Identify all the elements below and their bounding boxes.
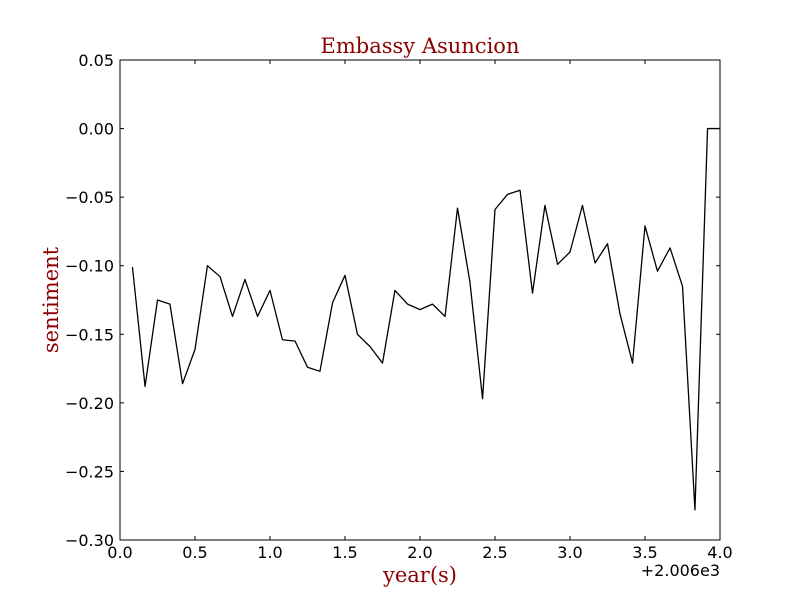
y-tick-label: 0.00 (78, 120, 114, 139)
y-tick-label: −0.10 (65, 257, 114, 276)
x-tick-label: 2.0 (407, 543, 432, 562)
x-axis-offset-label: +2.006e3 (641, 561, 720, 580)
y-tick-label: −0.15 (65, 325, 114, 344)
x-axis-label: year(s) (382, 563, 457, 587)
x-tick-label: 0.0 (107, 543, 132, 562)
plot-area (120, 60, 720, 540)
ticks-layer: 0.0 0.5 1.0 1.5 2.0 2.5 3.0 3.5 4.0 0.05 0.00 −0.05… (65, 51, 733, 562)
y-tick-label: 0.05 (78, 51, 114, 70)
y-tick-label: −0.20 (65, 394, 114, 413)
x-tick-label: 1.0 (257, 543, 282, 562)
x-tick-label: 3.0 (557, 543, 582, 562)
series-line-sentiment (131, 127, 720, 511)
y-tick-label: −0.25 (65, 462, 114, 481)
y-tick-label: −0.05 (65, 188, 114, 207)
x-tick-label: 2.5 (482, 543, 507, 562)
chart-title: Embassy Asuncion (321, 34, 520, 58)
x-tick-label: 0.5 (182, 543, 207, 562)
series-layer (131, 127, 720, 511)
x-tick-label: 1.5 (332, 543, 357, 562)
x-tick-label: 4.0 (707, 543, 732, 562)
plot-frame (119, 59, 721, 541)
y-tick-label: −0.30 (65, 531, 114, 550)
x-tick-label: 3.5 (632, 543, 657, 562)
y-axis-label: sentiment (39, 246, 63, 353)
